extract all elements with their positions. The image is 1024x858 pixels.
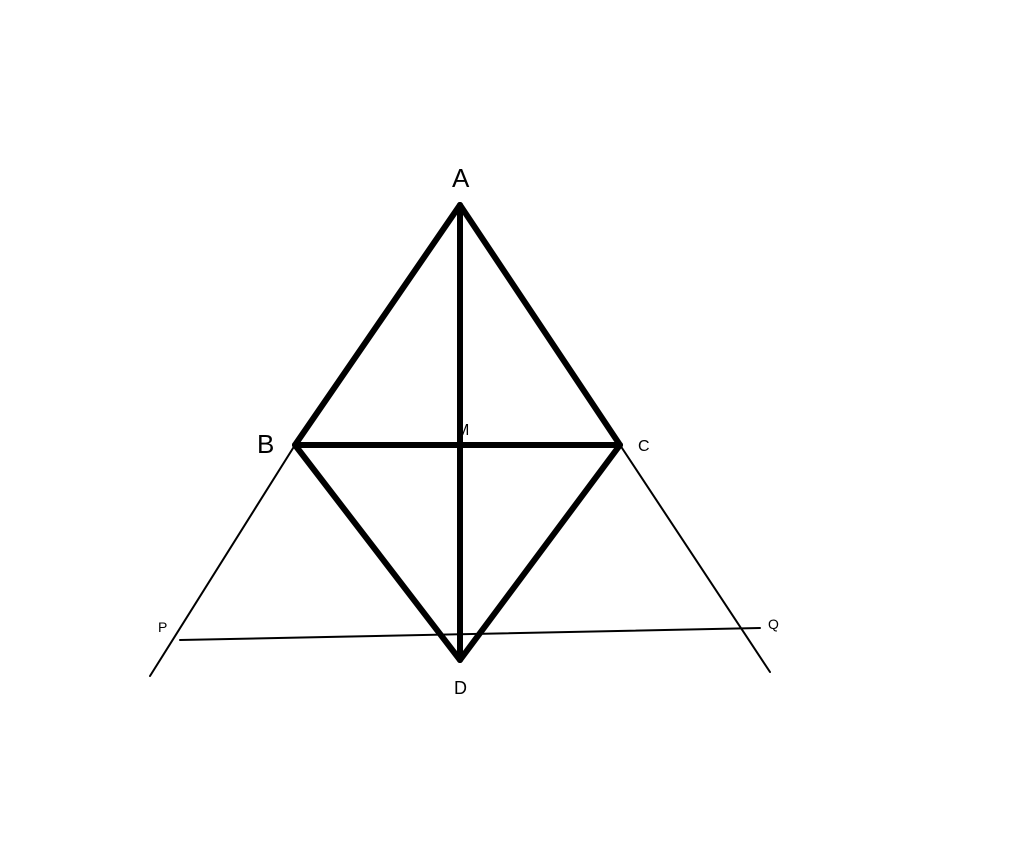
label-b: B: [257, 429, 274, 459]
geometry-diagram: A B C M D P Q: [0, 0, 1024, 858]
label-c: C: [638, 438, 650, 455]
diagram-labels: A B C M D P Q: [158, 163, 779, 698]
label-p: P: [158, 619, 167, 635]
diagram-lines: [150, 205, 770, 676]
label-a: A: [452, 163, 470, 193]
label-m: M: [456, 422, 469, 439]
label-q: Q: [768, 616, 779, 632]
label-d: D: [454, 678, 467, 698]
